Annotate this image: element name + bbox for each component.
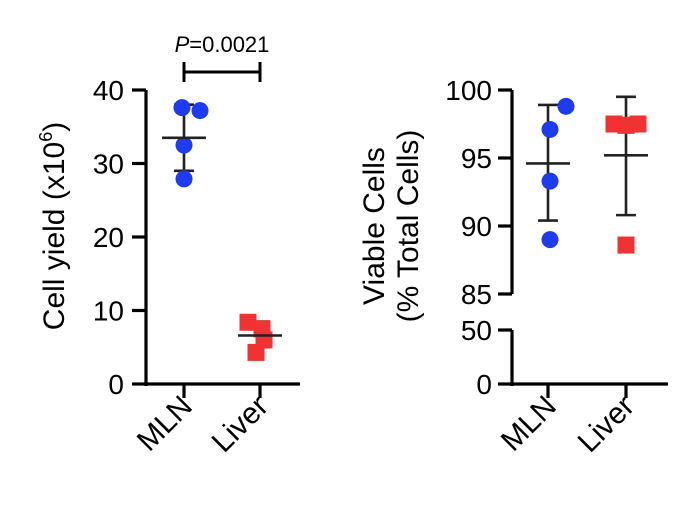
viable-cells-y-tick-label: 90 xyxy=(461,211,492,242)
cell-yield-point-mln xyxy=(173,99,191,117)
cell-yield-point-mln xyxy=(191,102,209,120)
viable-cells-panel: Viable Cells (% Total Cells) 0 50 85 90 95 10… xyxy=(358,75,668,459)
cell-yield-point-mln xyxy=(175,136,193,154)
viable-cells-y-tick-label: 0 xyxy=(476,369,492,400)
viable-cells-y-tick-label: 95 xyxy=(461,143,492,174)
cell-yield-category-label-mln: MLN xyxy=(131,390,199,458)
cell-yield-point-liver xyxy=(247,343,265,361)
cell-yield-point-liver xyxy=(239,313,257,331)
viable-cells-point-liver xyxy=(617,116,635,134)
viable-cells-point-liver xyxy=(617,236,635,254)
viable-cells-category-label-liver: Liver xyxy=(572,390,641,459)
cell-yield-y-tick-label: 0 xyxy=(108,369,124,400)
p-value-label: P=0.0021 xyxy=(175,32,270,57)
viable-cells-point-mln xyxy=(541,172,559,190)
cell-yield-panel: Cell yield (x106) 0 10 20 30 40 MLN Liver P=0… xyxy=(36,32,300,459)
cell-yield-category-label-liver: Liver xyxy=(206,390,275,459)
viable-cells-point-mln xyxy=(541,231,559,249)
significance-annotation: P=0.0021 xyxy=(175,32,270,82)
viable-cells-point-mln xyxy=(557,97,575,115)
cell-yield-point-mln xyxy=(175,170,193,188)
viable-cells-y-axis-title-line1: Viable Cells xyxy=(358,147,391,305)
cell-yield-y-axis-title: Cell yield (x106) xyxy=(36,122,71,330)
cell-yield-y-tick-label: 20 xyxy=(93,222,124,253)
viable-cells-y-axis-title-line2: (% Total Cells) xyxy=(392,130,425,323)
viable-cells-y-tick-label: 85 xyxy=(461,279,492,310)
viable-cells-y-tick-label: 50 xyxy=(461,315,492,346)
cell-yield-y-tick-label: 40 xyxy=(93,75,124,106)
viable-cells-point-mln xyxy=(541,120,559,138)
viable-cells-y-tick-label: 100 xyxy=(445,75,492,106)
cell-yield-y-tick-label: 30 xyxy=(93,149,124,180)
viable-cells-category-label-mln: MLN xyxy=(495,390,563,458)
cell-yield-y-tick-label: 10 xyxy=(93,296,124,327)
